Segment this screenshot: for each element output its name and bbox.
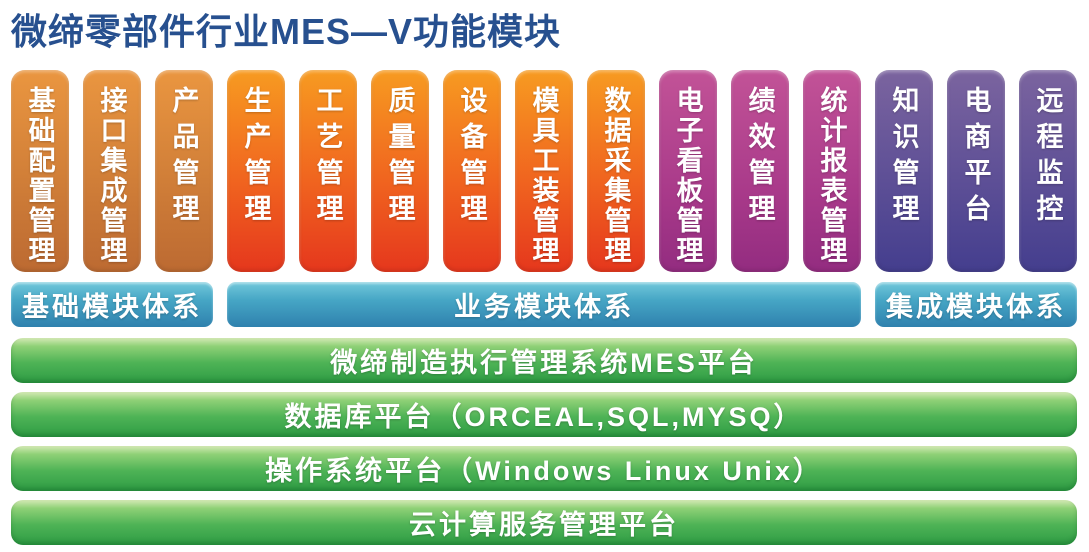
- module-equipment: 设备管理: [443, 70, 501, 272]
- module-product: 产品管理: [155, 70, 213, 272]
- platform-bars: 微缔制造执行管理系统MES平台 数据库平台（ORCEAL,SQL,MYSQ） 操…: [11, 338, 1078, 545]
- platform-database: 数据库平台（ORCEAL,SQL,MYSQ）: [11, 392, 1077, 437]
- tier-bars-row: 基础模块体系 业务模块体系 集成模块体系: [11, 282, 1078, 327]
- module-interface-integration: 接口集成管理: [83, 70, 141, 272]
- module-process: 工艺管理: [299, 70, 357, 272]
- platform-mes: 微缔制造执行管理系统MES平台: [11, 338, 1077, 383]
- tier-integration-modules: 集成模块体系: [875, 282, 1077, 327]
- module-remote-monitor: 远程监控: [1019, 70, 1077, 272]
- module-performance: 绩效管理: [731, 70, 789, 272]
- module-data-collection: 数据采集管理: [587, 70, 645, 272]
- page-title: 微缔零部件行业MES—V功能模块: [11, 11, 562, 52]
- module-group-base: 基础配置管理 接口集成管理 产品管理: [11, 70, 213, 272]
- module-mold-tooling: 模具工装管理: [515, 70, 573, 272]
- module-e-kanban: 电子看板管理: [659, 70, 717, 272]
- module-group-business-analytics: 电子看板管理 绩效管理 统计报表管理: [659, 70, 861, 272]
- module-base-config: 基础配置管理: [11, 70, 69, 272]
- module-group-integration: 知识管理 电商平台 远程监控: [875, 70, 1077, 272]
- platform-os: 操作系统平台（Windows Linux Unix）: [11, 446, 1077, 491]
- module-knowledge: 知识管理: [875, 70, 933, 272]
- module-production: 生产管理: [227, 70, 285, 272]
- module-group-business-core: 生产管理 工艺管理 质量管理 设备管理 模具工装管理 数据采集管理: [227, 70, 645, 272]
- module-statistics-report: 统计报表管理: [803, 70, 861, 272]
- tier-base-modules: 基础模块体系: [11, 282, 213, 327]
- module-ecommerce: 电商平台: [947, 70, 1005, 272]
- module-columns-row: 基础配置管理 接口集成管理 产品管理 生产管理 工艺管理 质量管理 设备管理 模…: [11, 70, 1078, 272]
- tier-business-modules: 业务模块体系: [227, 282, 861, 327]
- platform-cloud: 云计算服务管理平台: [11, 500, 1077, 545]
- module-quality: 质量管理: [371, 70, 429, 272]
